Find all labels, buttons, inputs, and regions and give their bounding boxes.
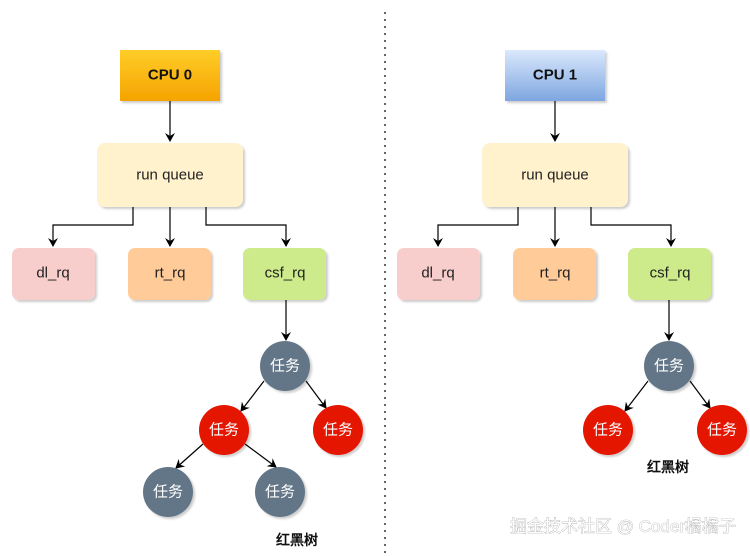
csf-rq-box bbox=[628, 248, 711, 300]
csf-rq-label: csf_rq bbox=[265, 265, 306, 282]
tree-node-black bbox=[644, 341, 694, 391]
rb-tree-label: 红黑树 bbox=[647, 459, 689, 475]
tree-node-red bbox=[313, 405, 363, 455]
tree-node-label: 任务 bbox=[153, 484, 183, 501]
dl-rq-box bbox=[397, 248, 480, 300]
rb-tree-label: 红黑树 bbox=[276, 532, 318, 548]
tree-node-black bbox=[255, 467, 305, 517]
arrow-to-csf-rq bbox=[590, 207, 676, 247]
tree-edge bbox=[240, 380, 265, 412]
dl-rq-label: dl_rq bbox=[36, 265, 69, 282]
tree-node-label: 任务 bbox=[593, 422, 623, 439]
tree-node-red bbox=[199, 405, 249, 455]
cpu0-box bbox=[120, 50, 220, 101]
run-queue-box bbox=[97, 143, 243, 207]
tree-node-label: 任务 bbox=[265, 484, 295, 501]
run-queue-label: run queue bbox=[521, 167, 589, 184]
tree-edge bbox=[624, 380, 649, 412]
tree-node-label: 任务 bbox=[270, 358, 300, 375]
tree-node-label: 任务 bbox=[654, 358, 684, 375]
tree-edge bbox=[689, 380, 711, 409]
run-queue-box bbox=[482, 143, 628, 207]
rt-rq-label: rt_rq bbox=[155, 265, 186, 282]
cpu0-label: CPU 0 bbox=[148, 67, 192, 84]
arrow-to-dl-rq bbox=[433, 207, 519, 247]
dl-rq-box bbox=[12, 248, 95, 300]
arrow-to-csf-rq bbox=[205, 207, 291, 247]
csf-rq-box bbox=[243, 248, 326, 300]
rt-rq-box bbox=[513, 248, 596, 300]
cpu1-label: CPU 1 bbox=[533, 67, 577, 84]
tree-edge bbox=[175, 443, 204, 469]
cpu1-group: CPU 1 run queue dl_rq rt_rq csf_rq 任务 任务… bbox=[397, 50, 747, 475]
rt-rq-box bbox=[128, 248, 211, 300]
rt-rq-label: rt_rq bbox=[540, 265, 571, 282]
tree-edge bbox=[305, 380, 327, 409]
watermark: 掘金技术社区 @ Coder橘橘子 bbox=[510, 517, 736, 536]
run-queue-label: run queue bbox=[136, 167, 204, 184]
arrow-to-dl-rq bbox=[48, 207, 134, 247]
dl-rq-label: dl_rq bbox=[421, 265, 454, 282]
tree-node-black bbox=[260, 341, 310, 391]
cpu1-box bbox=[505, 50, 605, 101]
tree-node-label: 任务 bbox=[323, 422, 353, 439]
csf-rq-label: csf_rq bbox=[650, 265, 691, 282]
cpu0-group: CPU 0 run queue dl_rq rt_rq csf_rq 任务 任务… bbox=[12, 50, 363, 548]
tree-edge bbox=[244, 443, 277, 468]
tree-node-label: 任务 bbox=[707, 422, 737, 439]
tree-node-black bbox=[143, 467, 193, 517]
tree-node-red bbox=[583, 405, 633, 455]
tree-node-label: 任务 bbox=[209, 422, 239, 439]
tree-node-red bbox=[697, 405, 747, 455]
